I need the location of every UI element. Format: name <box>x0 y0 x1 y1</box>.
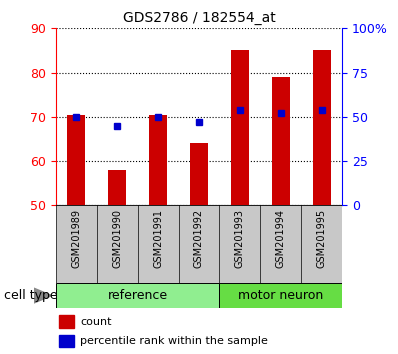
Text: GSM201992: GSM201992 <box>194 209 204 268</box>
Text: cell type: cell type <box>4 289 58 302</box>
Bar <box>231 51 249 205</box>
Text: GSM201990: GSM201990 <box>112 209 122 268</box>
Text: GSM201993: GSM201993 <box>235 209 245 268</box>
Text: GSM201994: GSM201994 <box>276 209 286 268</box>
Text: reference: reference <box>107 289 168 302</box>
Text: GSM201991: GSM201991 <box>153 209 163 268</box>
Bar <box>56 283 219 308</box>
Text: motor neuron: motor neuron <box>238 289 324 302</box>
Text: GSM201995: GSM201995 <box>317 209 327 268</box>
Text: percentile rank within the sample: percentile rank within the sample <box>80 336 268 346</box>
Bar <box>219 283 342 308</box>
Polygon shape <box>34 288 52 303</box>
Bar <box>272 77 290 205</box>
Bar <box>149 115 167 205</box>
Title: GDS2786 / 182554_at: GDS2786 / 182554_at <box>123 11 275 24</box>
Text: GSM201989: GSM201989 <box>71 209 81 268</box>
Bar <box>312 51 331 205</box>
Bar <box>190 143 208 205</box>
Bar <box>108 170 126 205</box>
Bar <box>59 315 74 328</box>
Bar <box>67 115 86 205</box>
Bar <box>59 335 74 347</box>
Text: count: count <box>80 316 111 327</box>
